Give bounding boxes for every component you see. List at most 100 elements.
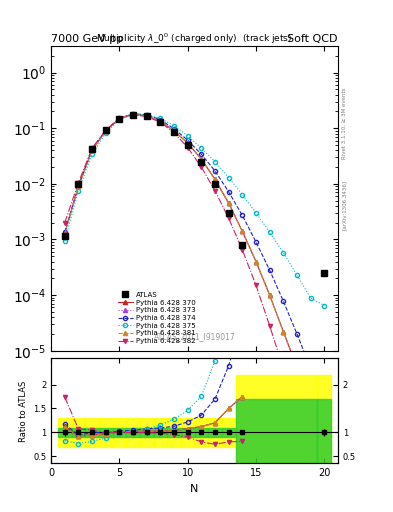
Pythia 6.428 375 bbox=[172, 123, 176, 129]
Pythia 6.428 370 bbox=[62, 230, 67, 236]
Pythia 6.428 381 bbox=[267, 292, 272, 298]
Pythia 6.428 375 bbox=[253, 210, 258, 216]
Pythia 6.428 382 bbox=[90, 145, 94, 151]
Pythia 6.428 382 bbox=[322, 498, 327, 504]
Pythia 6.428 381 bbox=[308, 403, 313, 410]
Pythia 6.428 370 bbox=[213, 176, 217, 182]
Pythia 6.428 382 bbox=[158, 119, 163, 125]
Pythia 6.428 382 bbox=[185, 144, 190, 151]
Pythia 6.428 382 bbox=[144, 114, 149, 120]
Bar bbox=[222, 418, 235, 446]
Pythia 6.428 370 bbox=[144, 113, 149, 119]
Pythia 6.428 373 bbox=[308, 403, 313, 410]
Bar bbox=[126, 418, 140, 446]
Pythia 6.428 373 bbox=[213, 176, 217, 182]
Pythia 6.428 375 bbox=[103, 130, 108, 136]
Pythia 6.428 373 bbox=[199, 156, 204, 162]
Bar bbox=[318, 375, 331, 489]
Pythia 6.428 370 bbox=[117, 115, 122, 121]
Line: Pythia 6.428 375: Pythia 6.428 375 bbox=[62, 112, 327, 308]
Pythia 6.428 381 bbox=[76, 183, 81, 189]
Pythia 6.428 382 bbox=[295, 409, 299, 415]
Pythia 6.428 382 bbox=[267, 323, 272, 329]
Pythia 6.428 370 bbox=[322, 442, 327, 449]
Y-axis label: Ratio to ATLAS: Ratio to ATLAS bbox=[18, 380, 28, 441]
Pythia 6.428 381 bbox=[199, 156, 204, 162]
Pythia 6.428 374 bbox=[172, 125, 176, 132]
Pythia 6.428 375 bbox=[62, 238, 67, 244]
Pythia 6.428 381 bbox=[62, 230, 67, 237]
Pythia 6.428 374 bbox=[322, 401, 327, 407]
Pythia 6.428 375 bbox=[281, 249, 286, 255]
Bar bbox=[167, 418, 181, 446]
Bar bbox=[72, 418, 85, 446]
Line: Pythia 6.428 374: Pythia 6.428 374 bbox=[62, 112, 327, 406]
Bar bbox=[181, 418, 195, 446]
Legend: ATLAS, Pythia 6.428 370, Pythia 6.428 373, Pythia 6.428 374, Pythia 6.428 375, P: ATLAS, Pythia 6.428 370, Pythia 6.428 37… bbox=[118, 292, 195, 344]
Line: Pythia 6.428 370: Pythia 6.428 370 bbox=[62, 112, 327, 447]
Pythia 6.428 373 bbox=[117, 115, 122, 121]
Pythia 6.428 374 bbox=[226, 189, 231, 195]
Pythia 6.428 370 bbox=[295, 365, 299, 371]
Pythia 6.428 373 bbox=[172, 127, 176, 134]
Pythia 6.428 373 bbox=[295, 365, 299, 371]
Bar bbox=[112, 418, 126, 446]
Pythia 6.428 375 bbox=[90, 151, 94, 157]
Pythia 6.428 374 bbox=[281, 298, 286, 304]
Pythia 6.428 382 bbox=[117, 116, 122, 122]
Pythia 6.428 370 bbox=[253, 259, 258, 265]
Pythia 6.428 373 bbox=[185, 140, 190, 146]
Bar bbox=[154, 428, 167, 437]
Bar bbox=[99, 428, 112, 437]
Pythia 6.428 375 bbox=[185, 133, 190, 139]
Pythia 6.428 374 bbox=[76, 183, 81, 189]
Bar bbox=[222, 428, 235, 437]
Pythia 6.428 370 bbox=[158, 118, 163, 124]
Bar bbox=[235, 375, 318, 489]
Pythia 6.428 370 bbox=[281, 329, 286, 335]
Pythia 6.428 370 bbox=[185, 140, 190, 146]
Pythia 6.428 382 bbox=[253, 282, 258, 288]
Bar bbox=[126, 428, 140, 437]
Pythia 6.428 375 bbox=[158, 115, 163, 121]
Pythia 6.428 370 bbox=[172, 127, 176, 134]
Pythia 6.428 375 bbox=[117, 116, 122, 122]
Pythia 6.428 381 bbox=[103, 127, 108, 134]
Pythia 6.428 374 bbox=[199, 151, 204, 157]
Pythia 6.428 374 bbox=[213, 168, 217, 174]
Pythia 6.428 373 bbox=[158, 118, 163, 124]
Pythia 6.428 382 bbox=[131, 112, 136, 118]
Pythia 6.428 381 bbox=[131, 111, 136, 117]
Pythia 6.428 375 bbox=[144, 112, 149, 118]
Pythia 6.428 373 bbox=[76, 183, 81, 189]
Pythia 6.428 382 bbox=[308, 453, 313, 459]
Pythia 6.428 370 bbox=[226, 200, 231, 206]
Pythia 6.428 381 bbox=[90, 147, 94, 154]
Pythia 6.428 382 bbox=[172, 130, 176, 136]
Pythia 6.428 375 bbox=[226, 175, 231, 181]
Text: ATLAS_2011_I919017: ATLAS_2011_I919017 bbox=[154, 333, 235, 342]
Bar bbox=[85, 418, 99, 446]
Pythia 6.428 374 bbox=[158, 117, 163, 123]
Pythia 6.428 370 bbox=[199, 156, 204, 162]
Pythia 6.428 374 bbox=[117, 115, 122, 121]
Pythia 6.428 382 bbox=[240, 247, 245, 253]
Pythia 6.428 382 bbox=[213, 188, 217, 194]
Pythia 6.428 373 bbox=[267, 292, 272, 298]
Text: Soft QCD: Soft QCD bbox=[288, 33, 338, 44]
Pythia 6.428 373 bbox=[103, 127, 108, 134]
Bar bbox=[181, 428, 195, 437]
Text: 7000 GeV pp: 7000 GeV pp bbox=[51, 33, 123, 44]
Pythia 6.428 374 bbox=[308, 366, 313, 372]
Bar bbox=[208, 428, 222, 437]
Pythia 6.428 375 bbox=[267, 229, 272, 236]
Pythia 6.428 382 bbox=[226, 215, 231, 221]
Pythia 6.428 375 bbox=[240, 191, 245, 198]
Bar bbox=[208, 418, 222, 446]
Pythia 6.428 375 bbox=[199, 145, 204, 151]
Pythia 6.428 373 bbox=[226, 200, 231, 206]
X-axis label: N: N bbox=[190, 484, 199, 494]
Pythia 6.428 375 bbox=[76, 188, 81, 194]
Pythia 6.428 374 bbox=[240, 212, 245, 219]
Pythia 6.428 370 bbox=[131, 111, 136, 117]
